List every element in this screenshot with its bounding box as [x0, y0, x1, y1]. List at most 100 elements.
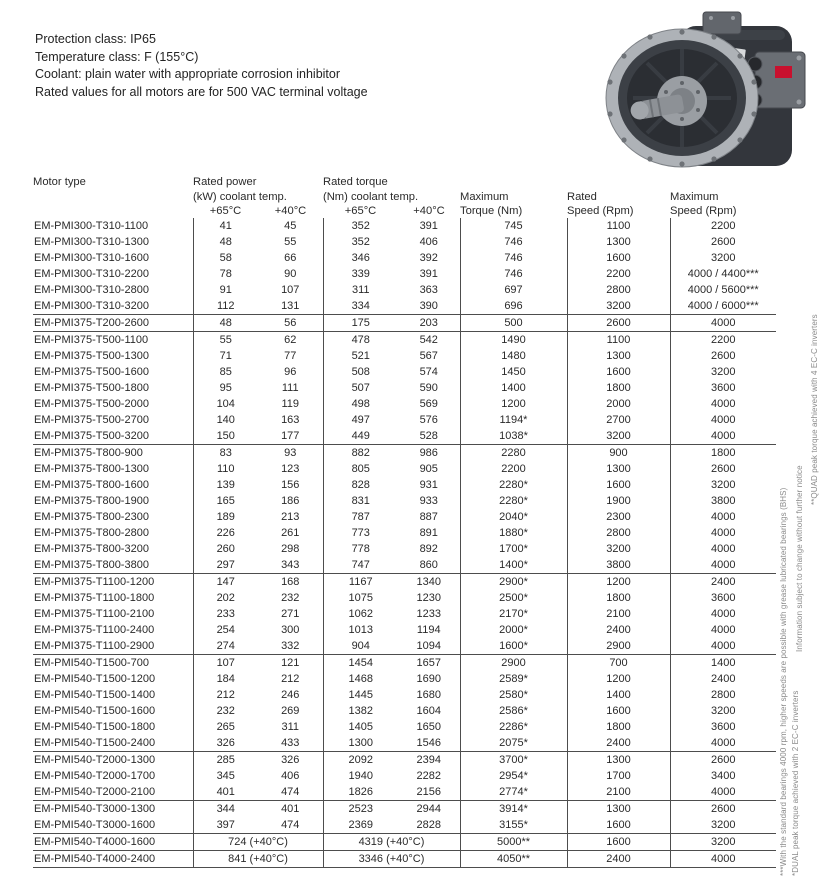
cell-torque-40: 590 — [419, 381, 438, 394]
cell-power-65: 326 — [192, 735, 258, 752]
cell-power-40: 271 — [281, 607, 300, 620]
cell-max-speed: 3200 — [669, 250, 776, 266]
cell-power-65: 104 — [192, 396, 258, 412]
motor-photo-svg — [605, 11, 806, 168]
cell-power-65: 345 — [192, 768, 258, 784]
cell-max-speed: 3800 — [669, 493, 776, 509]
cell-power-40: 107 — [281, 283, 300, 296]
cell-power-40: 261 — [281, 526, 300, 539]
cell-max-speed: 3200 — [669, 817, 776, 834]
cell-torque-40: 576 — [419, 413, 438, 426]
cell-max-torque: 500 — [459, 314, 567, 332]
cell-rated-speed: 1300 — [566, 751, 670, 768]
cell-motor-type: EM-PMI375-T1100-1800 — [34, 591, 155, 604]
cell-torque-40: 931 — [419, 478, 438, 491]
cell-max-speed: 4000 — [669, 557, 776, 574]
cell-max-torque: 2286* — [459, 719, 567, 735]
cell-rated-speed: 2700 — [566, 412, 670, 428]
cell-max-speed: 2200 — [669, 218, 776, 234]
cell-motor-type: EM-PMI540-T1500-1400 — [34, 688, 156, 701]
table-row: EM-PMI540-T1500-700 107 121 1454 1657 2900 700… — [33, 654, 776, 671]
cell-rated-speed: 1400 — [566, 687, 670, 703]
cell-max-torque: 1450 — [459, 364, 567, 380]
cell-rated-torque-combined: 4319 (+40°C) — [322, 833, 460, 851]
cell-power-40: 90 — [284, 267, 297, 280]
cell-torque-65: 1300 — [322, 735, 398, 752]
cell-power-65: 140 — [192, 412, 258, 428]
cell-torque-65: 352 — [322, 218, 398, 234]
cell-max-torque: 696 — [459, 298, 567, 315]
cell-torque-65: 1454 — [322, 654, 398, 671]
cell-max-speed: 4000 — [669, 606, 776, 622]
cell-power-40: 474 — [281, 818, 300, 831]
cell-torque-40: 1650 — [416, 720, 441, 733]
cell-torque-65: 497 — [322, 412, 398, 428]
cell-max-speed: 2600 — [669, 800, 776, 817]
cell-rated-speed: 2900 — [566, 638, 670, 655]
table-row: EM-PMI375-T500-1100 55 62 478 542 1490 1100 220… — [33, 331, 776, 348]
cell-max-speed: 4000 / 6000*** — [669, 298, 776, 315]
table-row: EM-PMI300-T310-3200 112 131 334 390 696 3200 40… — [33, 298, 776, 315]
cell-torque-40: 2394 — [416, 753, 441, 766]
cell-motor-type: EM-PMI375-T1100-2400 — [34, 623, 155, 636]
cell-max-speed: 4000 — [669, 784, 776, 801]
cell-torque-65: 507 — [322, 380, 398, 396]
cell-power-40: 474 — [281, 785, 300, 798]
cell-torque-65: 346 — [322, 250, 398, 266]
header-power-40: +40°C — [274, 205, 307, 217]
cell-max-torque: 3700* — [459, 751, 567, 768]
cell-max-torque: 2200 — [459, 461, 567, 477]
header-max-torque-1: Maximum — [460, 191, 509, 203]
cell-power-65: 184 — [192, 671, 258, 687]
cell-rated-speed: 2300 — [566, 509, 670, 525]
table-row: EM-PMI375-T800-3200 260 298 778 892 1700* 3200… — [33, 541, 776, 557]
cell-torque-65: 828 — [322, 477, 398, 493]
cell-torque-65: 1940 — [322, 768, 398, 784]
table-row: EM-PMI540-T4000-1600 724 (+40°C) 4319 (+40… — [33, 833, 776, 851]
cell-power-65: 260 — [192, 541, 258, 557]
cell-max-torque: 2500* — [459, 590, 567, 606]
cell-power-40: 186 — [281, 494, 300, 507]
cell-max-speed: 1800 — [669, 444, 776, 461]
cell-power-40: 401 — [281, 802, 300, 815]
cell-motor-type: EM-PMI375-T800-1900 — [34, 494, 149, 507]
cell-max-speed: 3200 — [669, 833, 776, 851]
shaft — [630, 94, 684, 120]
table-row: EM-PMI375-T1100-2400 254 300 1013 1194 2000* 2… — [33, 622, 776, 638]
cell-power-65: 107 — [192, 654, 258, 671]
cell-power-65: 147 — [192, 573, 258, 590]
header-rated-power: Rated power — [193, 176, 257, 188]
table-row: EM-PMI300-T310-1600 58 66 346 392 746 1600 3200 — [33, 250, 776, 266]
motor-top-box — [702, 11, 742, 35]
cell-rated-speed: 2600 — [566, 314, 670, 332]
cell-power-40: 232 — [281, 591, 300, 604]
motor-group: EM-PMI300-T310-1100 41 45 352 391 745 1100 2200… — [33, 218, 776, 315]
cell-max-torque: 1480 — [459, 348, 567, 364]
table-row: EM-PMI300-T310-1100 41 45 352 391 745 1100 2200 — [33, 218, 776, 234]
motor-group: EM-PMI540-T3000-1300 344 401 2523 2944 3914* 1… — [33, 800, 776, 834]
cell-max-torque: 2900* — [459, 573, 567, 590]
cell-motor-type: EM-PMI540-T2000-2100 — [34, 785, 156, 798]
cell-torque-40: 2944 — [416, 802, 441, 815]
table-row: EM-PMI540-T1500-2400 326 433 1300 1546 2075* 2… — [33, 735, 776, 752]
cell-motor-type: EM-PMI540-T1500-2400 — [34, 736, 156, 749]
cell-rated-speed: 3200 — [566, 428, 670, 445]
info-block: Protection class: IP65 Temperature class… — [35, 31, 368, 101]
cell-torque-40: 933 — [419, 494, 438, 507]
cell-max-speed: 4000 / 4400*** — [669, 266, 776, 282]
cell-power-65: 232 — [192, 703, 258, 719]
cell-power-40: 168 — [281, 575, 300, 588]
cell-rated-speed: 1600 — [566, 477, 670, 493]
cell-max-speed: 4000 — [669, 525, 776, 541]
cell-max-speed: 3200 — [669, 477, 776, 493]
cell-rated-speed: 1800 — [566, 719, 670, 735]
cell-max-torque: 697 — [459, 282, 567, 298]
table-row: EM-PMI375-T500-2000 104 119 498 569 1200 2000 4… — [33, 396, 776, 412]
cell-power-40: 213 — [281, 510, 300, 523]
cell-power-40: 55 — [284, 235, 297, 248]
cell-power-65: 71 — [192, 348, 258, 364]
cell-rated-speed: 1300 — [566, 800, 670, 817]
cell-max-torque: 2954* — [459, 768, 567, 784]
cell-power-40: 212 — [281, 672, 300, 685]
motor-group: EM-PMI540-T4000-2400 841 (+40°C) 3346 (+40… — [33, 850, 776, 868]
